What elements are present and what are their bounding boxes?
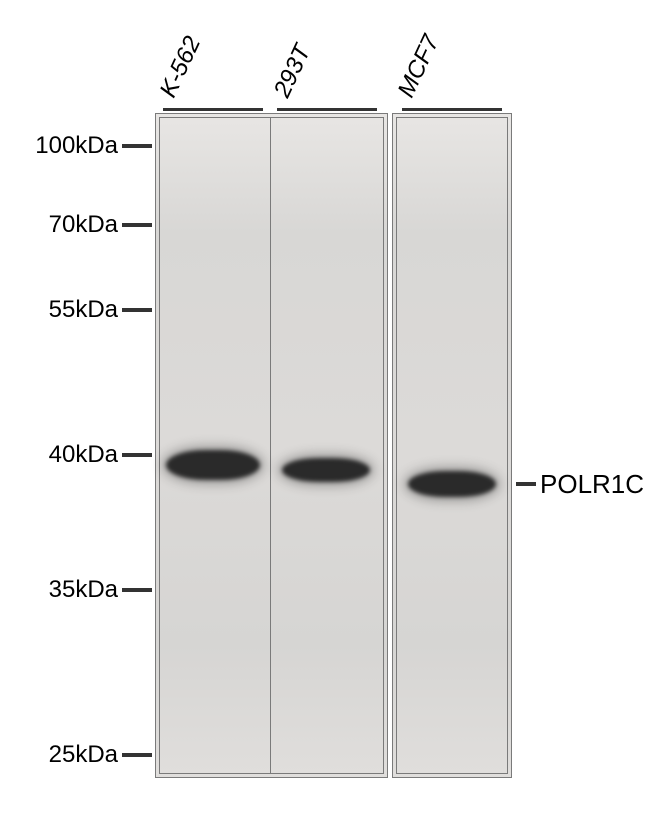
target-tick <box>516 482 536 486</box>
blot-band <box>408 471 496 497</box>
mw-tick <box>122 588 152 592</box>
mw-label: 55kDa <box>49 296 118 324</box>
mw-tick <box>122 144 152 148</box>
mw-label: 35kDa <box>49 576 118 604</box>
mw-label: 40kDa <box>49 441 118 469</box>
lane-label: K-562 <box>155 32 207 102</box>
blot-band <box>166 450 260 480</box>
blot-group-inner-border <box>396 117 508 774</box>
blot-group-2 <box>392 113 512 778</box>
lane-label: 293T <box>269 41 317 102</box>
mw-tick <box>122 753 152 757</box>
lane-divider <box>270 117 271 774</box>
mw-label: 25kDa <box>49 741 118 769</box>
mw-tick <box>122 223 152 227</box>
mw-label: 100kDa <box>35 132 118 160</box>
lane-underline <box>277 108 377 111</box>
mw-tick <box>122 453 152 457</box>
mw-tick <box>122 308 152 312</box>
mw-label: 70kDa <box>49 211 118 239</box>
lane-label: MCF7 <box>393 31 446 102</box>
target-label: POLR1C <box>540 469 644 500</box>
lane-underline <box>163 108 263 111</box>
blot-band <box>282 458 370 482</box>
lane-underline <box>402 108 502 111</box>
blot-group-inner-border <box>159 117 384 774</box>
blot-group-1 <box>155 113 388 778</box>
